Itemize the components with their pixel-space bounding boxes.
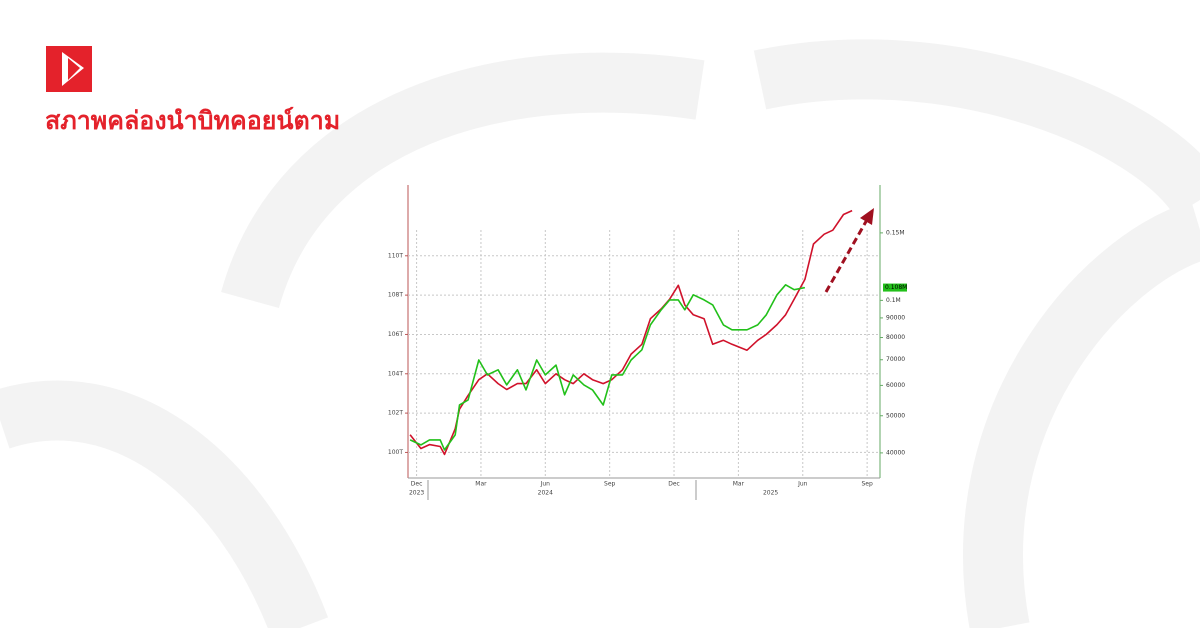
y2-tick-label: 80000 xyxy=(886,334,905,341)
y-tick-label: 104T xyxy=(388,370,403,377)
y-tick-label: 102T xyxy=(388,410,403,417)
y-tick-label: 110T xyxy=(388,252,403,259)
year-label: 2023 xyxy=(409,490,424,497)
axis-labels: 100T 102T 104T 106T 108T 110T 40000 50000 60000 7… xyxy=(388,229,907,496)
y2-tick-label: 0.1M xyxy=(886,297,901,304)
series-line xyxy=(409,284,806,451)
last-value-label: 0.108M xyxy=(885,284,907,291)
y-tick-label: 106T xyxy=(388,331,403,338)
y-tick-label: 108T xyxy=(388,292,403,299)
logo xyxy=(46,46,92,92)
series-line xyxy=(409,209,853,456)
y2-tick-label: 70000 xyxy=(886,356,905,363)
y2-tick-label: 0.15M xyxy=(886,229,905,236)
y2-tick-label: 60000 xyxy=(886,382,905,389)
year-label: 2025 xyxy=(763,490,778,497)
y2-tick-label: 90000 xyxy=(886,314,905,321)
plot-area xyxy=(408,185,880,478)
x-tick-label: Dec xyxy=(668,481,680,488)
x-tick-label: Mar xyxy=(733,481,745,488)
grid xyxy=(405,230,883,478)
year-label: 2024 xyxy=(538,490,553,497)
x-tick-label: Jun xyxy=(540,481,551,488)
y2-tick-label: 50000 xyxy=(886,412,905,419)
trend-arrow xyxy=(824,208,874,293)
x-tick-label: Jun xyxy=(797,481,808,488)
background xyxy=(0,39,1200,628)
last-value-box xyxy=(883,283,907,292)
series-lines xyxy=(409,209,853,456)
x-tick-label: Dec xyxy=(411,481,423,488)
y-tick-label: 100T xyxy=(388,449,403,456)
page-title: สภาพคล่องนำบิทคอยน์ตาม xyxy=(45,106,340,135)
x-tick-label: Sep xyxy=(861,481,873,488)
x-tick-label: Mar xyxy=(475,481,487,488)
y2-tick-label: 40000 xyxy=(886,449,905,456)
x-tick-label: Sep xyxy=(604,481,616,488)
